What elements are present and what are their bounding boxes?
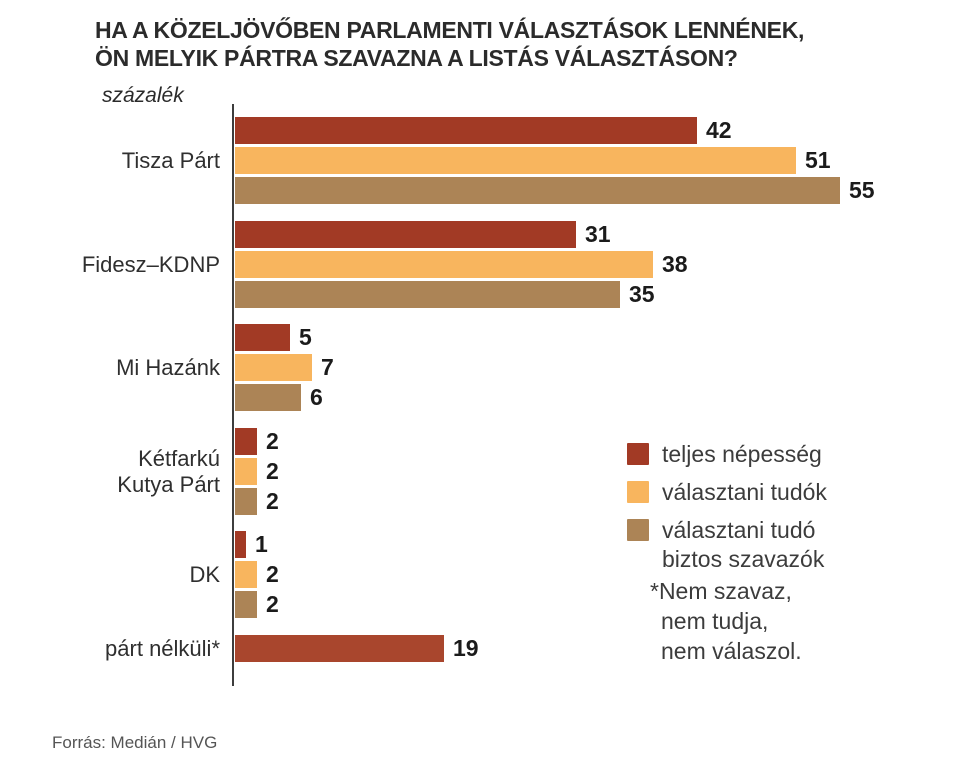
bar-row: 1 [235,531,268,558]
value-label: 51 [805,147,831,173]
bar [235,177,840,204]
bar-row: 31 [235,221,611,248]
legend-item-valasztani-tudok: választani tudók [627,478,827,507]
chart-title-line2: ÖN MELYIK PÁRTRA SZAVAZNA A LISTÁS VÁLAS… [95,45,738,71]
legend-item-biztos-szavazok: választani tudó biztos szavazók [627,516,827,574]
legend-label-line: teljes népesség [662,441,822,467]
legend-label: választani tudó biztos szavazók [662,516,824,574]
bar [235,591,257,618]
bar-group: DK 1 2 2 [0,531,961,618]
bar [235,281,620,308]
y-axis-line [232,104,234,686]
bar [235,458,257,485]
bar [235,635,444,662]
legend-label: választani tudók [662,478,827,507]
source-credit: Forrás: Medián / HVG [52,733,218,752]
bar-row: 6 [235,384,323,411]
bar [235,147,796,174]
bar-row: 2 [235,488,279,515]
footnote-line: nem válaszol. [661,638,802,664]
bar [235,117,697,144]
bar-group: Fidesz–KDNP 31 38 35 [0,221,961,308]
chart-legend: teljes népesség választani tudók választ… [627,440,827,574]
bar [235,324,290,351]
bar [235,488,257,515]
value-label: 1 [255,531,268,557]
unit-label: százalék [102,84,184,107]
bar-group: Mi Hazánk 5 7 6 [0,324,961,411]
value-label: 19 [453,635,479,661]
value-label: 2 [266,458,279,484]
bar-group: Tisza Párt 42 51 55 [0,117,961,204]
bar-row: 55 [235,177,875,204]
bar-row: 2 [235,458,279,485]
category-label: Kétfarkú Kutya Párt [117,445,220,497]
category-label: DK [189,561,220,587]
bar-row: 51 [235,147,831,174]
bar [235,221,576,248]
bar [235,531,246,558]
value-label: 42 [706,117,732,143]
category-label: Mi Hazánk [116,354,220,380]
bar [235,428,257,455]
bar [235,251,653,278]
footnote: *Nem szavaz, nem tudja, nem válaszol. [650,576,802,666]
bar [235,354,312,381]
bar-row: 42 [235,117,732,144]
category-label: Fidesz–KDNP [81,251,220,277]
bar-row: 35 [235,281,655,308]
value-label: 7 [321,354,334,380]
bar-row: 19 [235,635,479,662]
legend-label: teljes népesség [662,440,822,469]
value-label: 31 [585,221,611,247]
bar-group: párt nélküli* 19 [0,635,961,662]
legend-swatch-dark-red [627,443,649,465]
bar-group: Kétfarkú Kutya Párt 2 2 2 [0,428,961,515]
bar [235,384,301,411]
value-label: 35 [629,281,655,307]
bar [235,561,257,588]
category-label: Tisza Párt [121,147,220,173]
legend-swatch-tan [627,519,649,541]
value-label: 5 [299,324,312,350]
value-label: 2 [266,591,279,617]
value-label: 38 [662,251,688,277]
legend-label-line: választani tudók [662,479,827,505]
value-label: 2 [266,561,279,587]
footnote-line: nem tudja, [661,608,769,634]
bar-row: 38 [235,251,688,278]
value-label: 6 [310,384,323,410]
value-label: 55 [849,177,875,203]
bar-row: 2 [235,591,279,618]
footnote-line: *Nem szavaz, [650,578,792,604]
chart-title: HA A KÖZELJÖVŐBEN PARLAMENTI VÁLASZTÁSOK… [95,16,804,72]
legend-item-teljes-nepesseg: teljes népesség [627,440,827,469]
bar-row: 7 [235,354,334,381]
chart-title-line1: HA A KÖZELJÖVŐBEN PARLAMENTI VÁLASZTÁSOK… [95,17,805,43]
category-label: párt nélküli* [105,635,220,661]
legend-label-line: választani tudó [662,517,816,543]
bar-row: 2 [235,561,279,588]
legend-label-line: biztos szavazók [662,546,825,572]
bar-row: 5 [235,324,312,351]
bar-chart: Tisza Párt 42 51 55 Fidesz–KDNP 31 38 35 Mi Hazá… [0,117,961,692]
value-label: 2 [266,488,279,514]
value-label: 2 [266,428,279,454]
legend-swatch-orange [627,481,649,503]
bar-row: 2 [235,428,279,455]
